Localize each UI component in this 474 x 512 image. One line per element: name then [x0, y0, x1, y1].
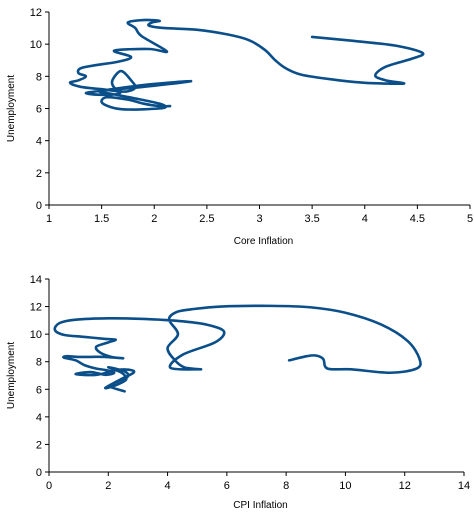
y-tick-label: 12 — [30, 302, 42, 314]
y-axis-title: Unemployment — [6, 342, 17, 409]
x-tick-label: 4 — [362, 213, 368, 225]
x-tick-label: 2 — [151, 213, 157, 225]
x-axis-title: Core Inflation — [234, 236, 293, 247]
x-tick-label: 0 — [46, 480, 52, 492]
x-tick-label: 14 — [458, 480, 470, 492]
y-tick-label: 6 — [36, 384, 42, 396]
y-tick-label: 2 — [36, 439, 42, 451]
y-tick-label: 4 — [36, 136, 42, 148]
y-tick-label: 4 — [36, 412, 42, 424]
x-tick-label: 12 — [399, 480, 411, 492]
x-tick-label: 4.5 — [410, 213, 425, 225]
x-tick-label: 2 — [105, 480, 111, 492]
y-tick-label: 8 — [36, 357, 42, 369]
y-axis-title: Unemployment — [6, 75, 17, 142]
y-tick-label: 2 — [36, 168, 42, 180]
y-tick-label: 0 — [36, 200, 42, 212]
y-tick-label: 8 — [36, 71, 42, 83]
x-axis-title: CPI Inflation — [233, 500, 287, 511]
y-tick-label: 10 — [30, 39, 42, 51]
y-tick-label: 12 — [30, 7, 42, 19]
x-tick-label: 3 — [256, 213, 262, 225]
x-tick-label: 5 — [467, 213, 473, 225]
series-line-1 — [53, 304, 422, 393]
y-tick-label: 6 — [36, 104, 42, 116]
x-tick-label: 6 — [224, 480, 230, 492]
chart-2: 0 2 4 6 8 10 12 14 0 2 4 6 8 10 12 14 CPI Inflation Unemp… — [6, 274, 470, 511]
x-tick-label: 3.5 — [304, 213, 319, 225]
chart-1: 0 2 4 6 8 10 12 1 1.5 2 2.5 3 3.5 4 4.5 5 Core Inflation… — [6, 7, 473, 247]
x-tick-label: 2.5 — [199, 213, 214, 225]
x-tick-label: 4 — [165, 480, 171, 492]
x-tick-label: 10 — [339, 480, 351, 492]
y-tick-label: 0 — [36, 467, 42, 479]
y-tick-label: 14 — [30, 274, 42, 286]
y-tick-label: 10 — [30, 329, 42, 341]
x-tick-label: 1 — [46, 213, 52, 225]
x-tick-label: 1.5 — [94, 213, 109, 225]
series-line-1 — [68, 18, 425, 111]
x-tick-label: 8 — [283, 480, 289, 492]
